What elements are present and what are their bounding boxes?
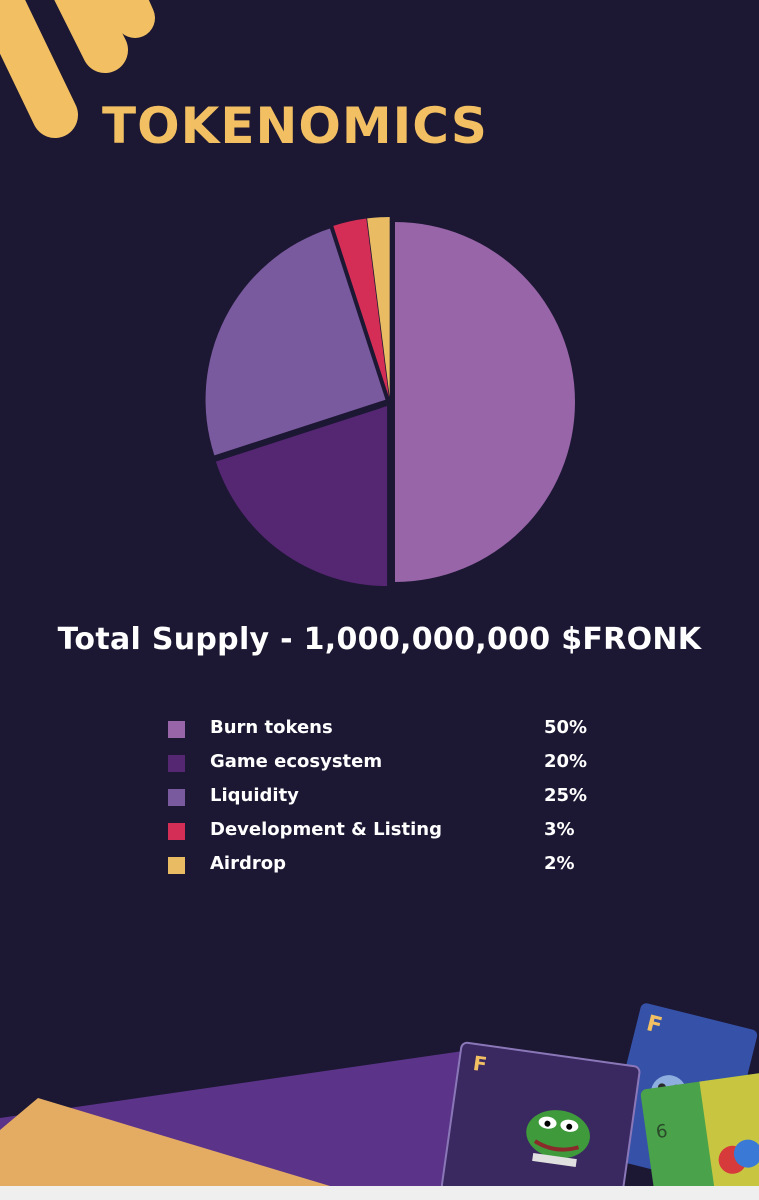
legend-item: Development & Listing 3% xyxy=(168,814,608,848)
pie-slice-development-listing xyxy=(333,218,389,398)
legend-swatch xyxy=(168,755,185,772)
pie-slice-airdrop xyxy=(367,217,390,398)
legend-label: Airdrop xyxy=(210,853,286,874)
legend-swatch xyxy=(168,823,185,840)
legend-item: Airdrop 2% xyxy=(168,848,608,882)
svg-text:F: F xyxy=(472,1051,489,1077)
legend-value: 2% xyxy=(544,853,575,874)
legend-label: Development & Listing xyxy=(210,819,442,840)
pie-slice-liquidity xyxy=(205,228,386,456)
svg-text:6: 6 xyxy=(655,1121,669,1143)
legend-item: Liquidity 25% xyxy=(168,780,608,814)
legend-value: 20% xyxy=(544,751,588,772)
stripes-decoration xyxy=(0,0,155,138)
legend: Burn tokens 50% Game ecosystem 20% Liquidity… xyxy=(168,712,608,882)
legend-swatch xyxy=(168,789,185,806)
legend-swatch xyxy=(168,857,185,874)
legend-label: Game ecosystem xyxy=(210,751,383,772)
legend-swatch xyxy=(168,721,185,738)
legend-label: Burn tokens xyxy=(210,717,333,738)
legend-value: 25% xyxy=(544,785,588,806)
pie-slice-burn-tokens xyxy=(395,222,575,582)
legend-item: Game ecosystem 20% xyxy=(168,746,608,780)
pie-slice-game-ecosystem xyxy=(215,406,388,587)
total-supply: Total Supply - 1,000,000,000 $FRONK xyxy=(57,622,702,657)
legend-value: 3% xyxy=(544,819,575,840)
bottom-bar xyxy=(0,1186,759,1200)
legend-item: Burn tokens 50% xyxy=(168,712,608,746)
pie-chart xyxy=(205,217,575,587)
svg-text:F: F xyxy=(644,1011,665,1039)
card-purple: F xyxy=(440,1041,641,1200)
page-title: TOKENOMICS xyxy=(102,97,488,155)
card-rainbow: 6 xyxy=(640,1071,759,1200)
legend-value: 50% xyxy=(544,717,588,738)
legend-label: Liquidity xyxy=(210,785,299,806)
yellow-wedge xyxy=(0,1098,330,1186)
